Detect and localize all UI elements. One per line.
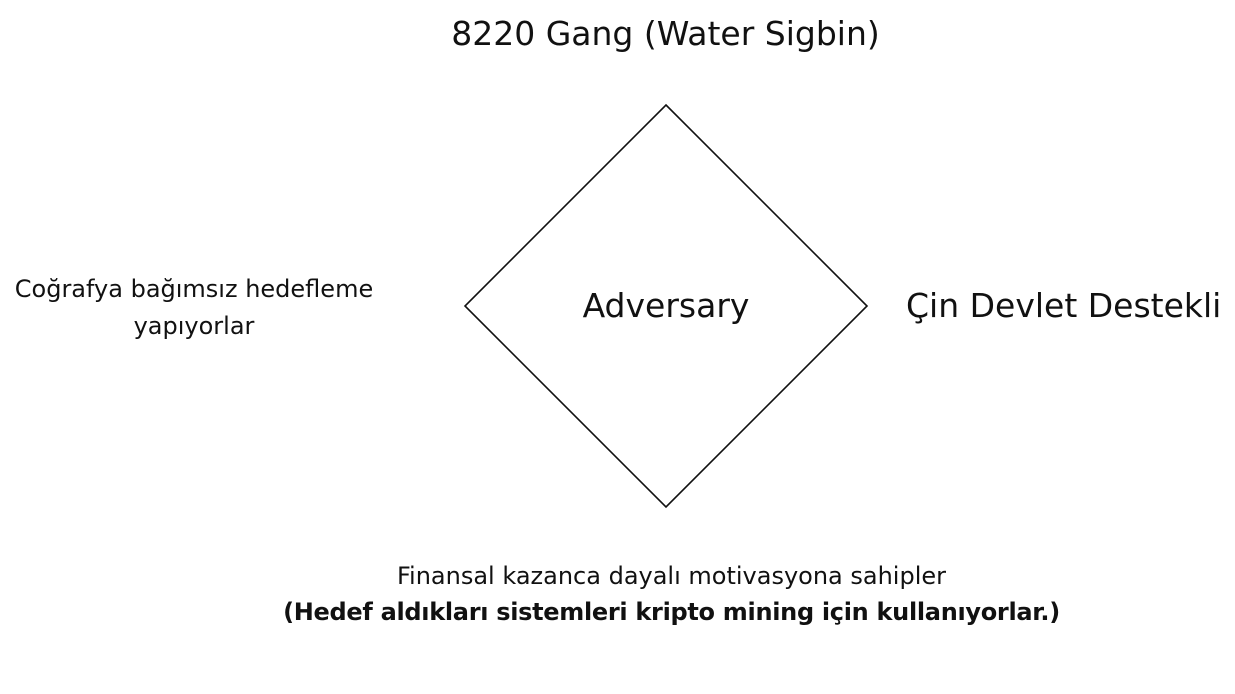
top-vertex-label: 8220 Gang (Water Sigbin) [451,14,880,53]
center-label: Adversary [582,286,750,325]
bottom-label-line1: Finansal kazanca dayalı motivasyona sahi… [396,562,947,590]
diamond-outline [463,103,869,509]
bottom-vertex-label: Finansal kazanca dayalı motivasyona sahi… [0,558,1235,630]
right-vertex-label: Çin Devlet Destekli [906,286,1222,325]
left-vertex-label: Coğrafya bağımsız hedefleme yapıyorlar [0,271,388,345]
left-label-line2: yapıyorlar [133,312,255,340]
left-label-line1: Coğrafya bağımsız hedefleme [14,275,374,303]
bottom-label-line2: (Hedef aldıkları sistemleri kripto minin… [283,598,1060,626]
